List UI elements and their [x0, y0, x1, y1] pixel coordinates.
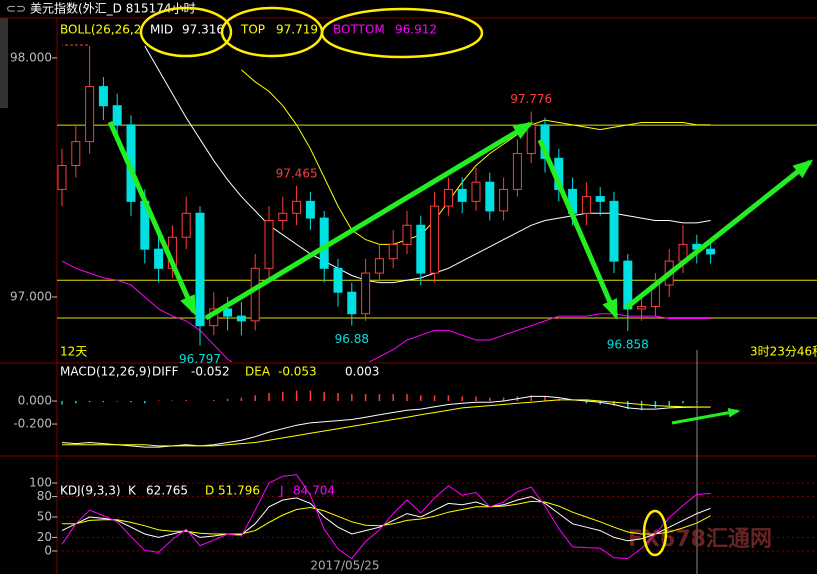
- candle-body: [292, 200, 302, 214]
- candle-body: [443, 188, 453, 207]
- legend-name: BOTTOM: [333, 23, 385, 37]
- indicator-line: [62, 500, 711, 535]
- annotation-arrows: [107, 120, 814, 425]
- y-tick-label: 20: [37, 530, 52, 544]
- legend-name: DEA: [245, 365, 271, 379]
- price-annotation: 96.797: [179, 352, 221, 366]
- panel: [61, 390, 712, 448]
- legend-value: 96.912: [395, 23, 437, 37]
- panel: [57, 474, 817, 560]
- candle-body: [706, 248, 716, 255]
- y-tick-label: 0: [44, 544, 52, 558]
- legend-value: 97.719: [276, 23, 318, 37]
- candle-body: [499, 188, 509, 212]
- indicator-line: [62, 399, 711, 447]
- candle-body: [402, 224, 412, 245]
- legend-name: MID: [150, 23, 173, 37]
- indicator-label: KDJ(9,3,3): [60, 484, 121, 498]
- legend-name: DIFF: [152, 365, 179, 379]
- candle-body: [347, 291, 357, 315]
- candle-body: [98, 86, 108, 107]
- y-tick-label: 100: [29, 475, 52, 489]
- legend-name: TOP: [240, 23, 265, 37]
- legend-name: K: [128, 484, 137, 498]
- candle-body: [485, 181, 495, 212]
- price-annotation: 96.88: [335, 332, 369, 346]
- side-strip: [0, 18, 8, 108]
- y-tick-label: 50: [37, 509, 52, 523]
- candle-body: [250, 267, 260, 322]
- candle-body: [374, 258, 384, 274]
- indicator-line: [61, 474, 711, 560]
- y-tick-label: 97.000: [10, 289, 52, 303]
- legend-value: 0.003: [345, 365, 379, 379]
- arrow: [537, 139, 619, 320]
- legend-value: 84.704: [293, 484, 335, 498]
- price-annotation: 97.465: [276, 166, 318, 180]
- legend-value: 97.316: [182, 23, 224, 37]
- candle-body: [471, 181, 481, 202]
- candle-body: [333, 267, 343, 293]
- legend-value: 51.796: [218, 484, 260, 498]
- arrow: [624, 159, 814, 310]
- legend-value: -0.052: [191, 365, 230, 379]
- y-tick-label: 80: [37, 489, 52, 503]
- candle-body: [581, 196, 591, 214]
- legend-value: 62.765: [146, 484, 188, 498]
- candle-body: [278, 212, 288, 221]
- indicator-label: BOLL(26,26,2: [60, 23, 141, 37]
- candle-body: [195, 212, 205, 327]
- legend-name: J: [279, 484, 284, 498]
- arrow: [107, 120, 197, 316]
- candle-body: [236, 315, 246, 322]
- candle-body: [595, 196, 605, 202]
- candle-body: [430, 205, 440, 274]
- y-tick-label: 0.000: [18, 394, 52, 408]
- timer-label: 3时23分46秒: [750, 345, 817, 359]
- period-label: 12天: [60, 345, 87, 359]
- price-annotation: 96.858: [607, 337, 649, 351]
- candle-body: [71, 141, 81, 166]
- candle-body: [305, 200, 315, 219]
- candle-body: [457, 188, 467, 202]
- candle-body: [223, 308, 233, 317]
- highlight-ellipses: [139, 6, 668, 557]
- window-icon: ⊂⊃: [6, 2, 26, 16]
- candle-body: [85, 86, 95, 143]
- candle-body: [112, 105, 122, 126]
- chart-title: 美元指数(外汇_D 815174小时: [30, 1, 196, 16]
- candle-body: [154, 248, 164, 269]
- legend-name: D: [205, 484, 214, 498]
- watermark: FX678汇通网: [628, 527, 772, 552]
- y-tick-label: -0.200: [13, 417, 52, 431]
- highlight: [320, 7, 484, 59]
- x-label: 2017/05/25: [310, 559, 379, 573]
- arrow: [671, 407, 741, 425]
- highlight: [642, 509, 668, 557]
- candle-body: [388, 243, 398, 260]
- legend-value: -0.053: [278, 365, 317, 379]
- candle-body: [512, 153, 522, 190]
- highlight: [139, 6, 233, 58]
- candle-body: [526, 124, 536, 155]
- candle-body: [637, 306, 647, 310]
- candle-body: [264, 219, 274, 269]
- arrow: [204, 121, 534, 321]
- y-tick-label: 98.000: [10, 50, 52, 64]
- candle-body: [361, 272, 371, 315]
- indicator-line: [61, 496, 711, 542]
- candle-body: [181, 212, 191, 238]
- indicator-label: MACD(12,26,9): [60, 365, 151, 379]
- indicator-line: [241, 69, 711, 245]
- candle-body: [416, 224, 426, 274]
- candle-body: [57, 164, 67, 190]
- price-annotation: 97.776: [510, 92, 552, 106]
- candle-body: [609, 200, 619, 262]
